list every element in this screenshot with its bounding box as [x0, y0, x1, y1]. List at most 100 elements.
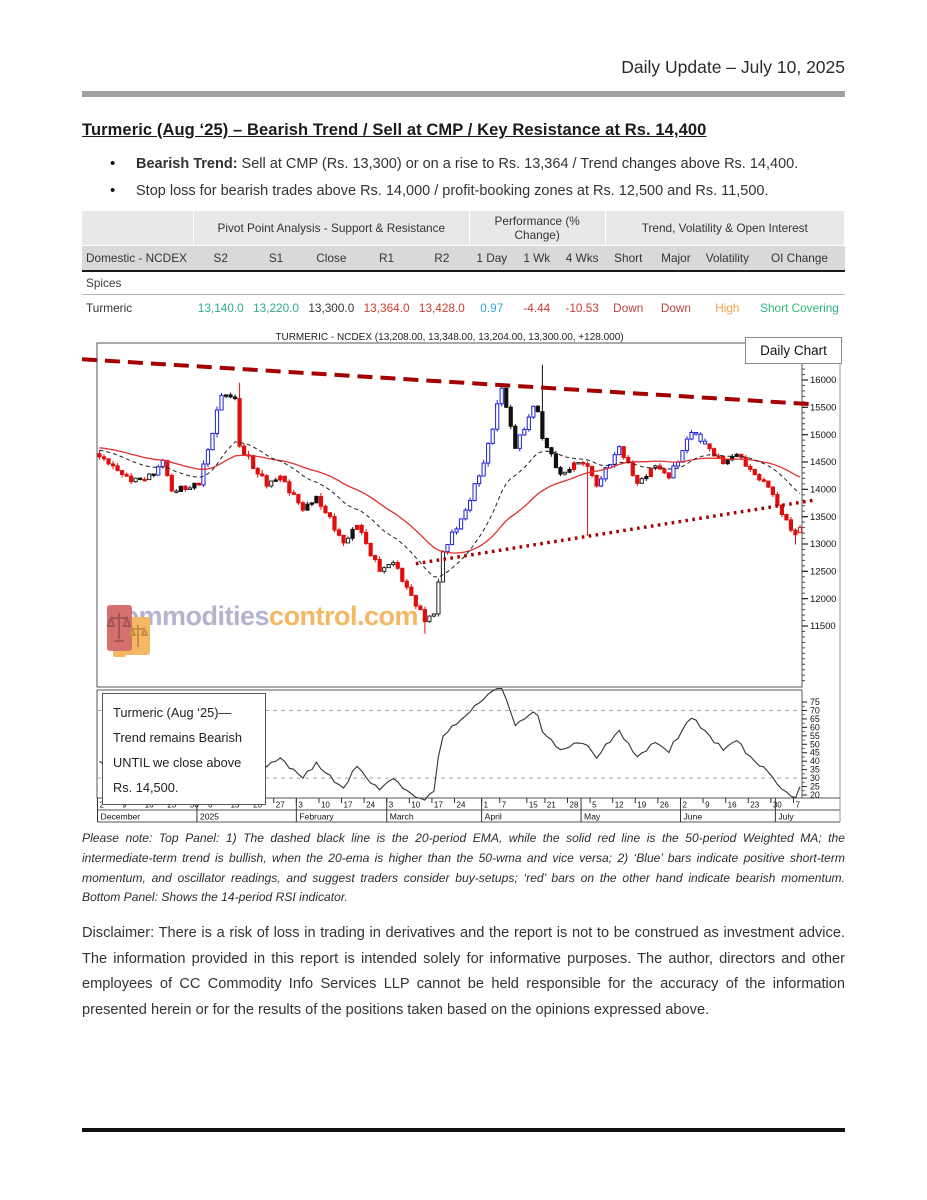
bullet-text: Sell at CMP (Rs. 13,300) or on a rise to… [237, 156, 799, 172]
col-header-oi-change: OI Change [754, 245, 845, 271]
svg-text:14000: 14000 [810, 485, 836, 496]
group-header-pivot: Pivot Point Analysis - Support & Resista… [193, 211, 470, 246]
svg-text:25: 25 [810, 782, 820, 792]
svg-text:70: 70 [810, 705, 820, 715]
svg-text:16: 16 [728, 801, 737, 810]
cell-4wks: -10.53 [565, 301, 599, 315]
svg-text:13000: 13000 [810, 539, 836, 550]
svg-text:75: 75 [810, 697, 820, 707]
svg-text:23: 23 [750, 801, 759, 810]
svg-text:30: 30 [190, 801, 199, 810]
svg-text:10: 10 [321, 801, 330, 810]
svg-text:17: 17 [344, 801, 353, 810]
svg-text:65: 65 [810, 714, 820, 724]
header-divider-bar [82, 91, 845, 97]
table-row: Turmeric 13,140.0 13,220.0 13,300.0 13,3… [82, 295, 845, 320]
col-header-4wks: 4 Wks [559, 245, 606, 271]
svg-text:30: 30 [773, 801, 782, 810]
svg-text:December: December [101, 812, 141, 822]
svg-text:2: 2 [682, 801, 687, 810]
col-header-1day: 1 Day [469, 245, 515, 271]
svg-text:2025: 2025 [200, 812, 219, 822]
svg-text:13: 13 [231, 801, 240, 810]
summary-bullets: Bearish Trend: Sell at CMP (Rs. 13,300) … [82, 155, 845, 199]
chart-annotation-box: Turmeric (Aug ‘25)— Trend remains Bearis… [102, 693, 266, 805]
pivot-table: Pivot Point Analysis - Support & Resista… [82, 211, 846, 320]
svg-text:6: 6 [208, 801, 213, 810]
svg-text:21: 21 [547, 801, 556, 810]
svg-text:1: 1 [484, 801, 489, 810]
svg-text:17: 17 [434, 801, 443, 810]
svg-text:9: 9 [705, 801, 710, 810]
col-header-volatility: Volatility [700, 245, 755, 271]
cell-oi-change: Short Covering [760, 301, 839, 315]
bullet-item: Stop loss for bearish trades above Rs. 1… [110, 182, 845, 199]
svg-text:24: 24 [457, 801, 466, 810]
svg-text:July: July [778, 812, 794, 822]
svg-text:May: May [584, 812, 601, 822]
bullet-lead: Bearish Trend: [136, 156, 238, 172]
svg-text:27: 27 [276, 801, 285, 810]
cell-1day: 0.97 [480, 301, 504, 315]
svg-text:March: March [390, 812, 414, 822]
col-header-1wk: 1 Wk [514, 245, 560, 271]
svg-text:20: 20 [253, 801, 262, 810]
table-column-header-row: Domestic - NCDEX S2 S1 Close R1 R2 1 Day… [82, 245, 845, 271]
svg-text:35: 35 [810, 765, 820, 775]
col-header-r1: R1 [358, 245, 415, 271]
group-header-performance: Performance (% Change) [469, 211, 606, 246]
disclaimer: Disclaimer: There is a risk of loss in t… [82, 925, 845, 1018]
cell-1wk: -4.44 [523, 301, 551, 315]
svg-text:60: 60 [810, 722, 820, 732]
svg-text:24: 24 [366, 801, 375, 810]
svg-text:12000: 12000 [810, 594, 836, 605]
annotation-line: UNTIL we close above [113, 755, 242, 770]
svg-text:16000: 16000 [810, 375, 836, 386]
svg-text:9: 9 [122, 801, 127, 810]
svg-text:28: 28 [570, 801, 579, 810]
svg-text:16: 16 [145, 801, 154, 810]
price-chart-card: commoditiescontrol.com 16000 15500 15000 14… [82, 331, 847, 823]
table-group-header-row: Pivot Point Analysis - Support & Resista… [82, 211, 846, 246]
daily-chart-label: Daily Chart [745, 337, 842, 364]
svg-text:April: April [485, 812, 502, 822]
group-header-blank [82, 211, 194, 246]
cell-volatility: High [715, 301, 740, 315]
cell-s1: 13,220.0 [253, 301, 299, 315]
chart-title: TURMERIC - NCDEX (13,208.00, 13,348.00, … [275, 332, 624, 343]
svg-text:3: 3 [298, 801, 303, 810]
svg-text:February: February [299, 812, 334, 822]
svg-text:5: 5 [592, 801, 597, 810]
svg-text:15500: 15500 [810, 403, 836, 414]
chart-note: Please note: Top Panel: 1) The dashed bl… [82, 831, 845, 905]
svg-text:14500: 14500 [810, 457, 836, 468]
cell-close: 13,300.0 [308, 301, 355, 315]
svg-text:19: 19 [637, 801, 646, 810]
svg-text:3: 3 [389, 801, 394, 810]
report-date: Daily Update – July 10, 2025 [621, 57, 845, 77]
watermark-text: commoditiescontrol.com [108, 601, 419, 631]
cell-short-trend: Down [613, 301, 644, 315]
col-header-major: Major [651, 245, 701, 271]
col-header-close: Close [303, 245, 359, 271]
svg-text:11500: 11500 [810, 621, 836, 632]
cell-s2: 13,140.0 [197, 301, 244, 315]
svg-text:15000: 15000 [810, 430, 836, 441]
annotation-line: Turmeric (Aug ‘25)— [113, 705, 232, 720]
svg-text:12500: 12500 [810, 567, 836, 578]
cell-instrument: Turmeric [86, 301, 133, 315]
section-label: Spices [82, 271, 845, 295]
cell-r1: 13,364.0 [363, 301, 410, 315]
svg-text:30: 30 [810, 773, 820, 783]
svg-text:26: 26 [660, 801, 669, 810]
svg-text:45: 45 [810, 748, 820, 758]
svg-text:20: 20 [810, 790, 820, 800]
svg-text:15: 15 [529, 801, 538, 810]
watermark-logo-icon [106, 605, 150, 657]
col-header-r2: R2 [414, 245, 470, 271]
svg-text:50: 50 [810, 739, 820, 749]
svg-text:2: 2 [100, 801, 105, 810]
svg-text:23: 23 [167, 801, 176, 810]
annotation-line: Trend remains Bearish [113, 730, 242, 745]
svg-text:7: 7 [795, 801, 800, 810]
